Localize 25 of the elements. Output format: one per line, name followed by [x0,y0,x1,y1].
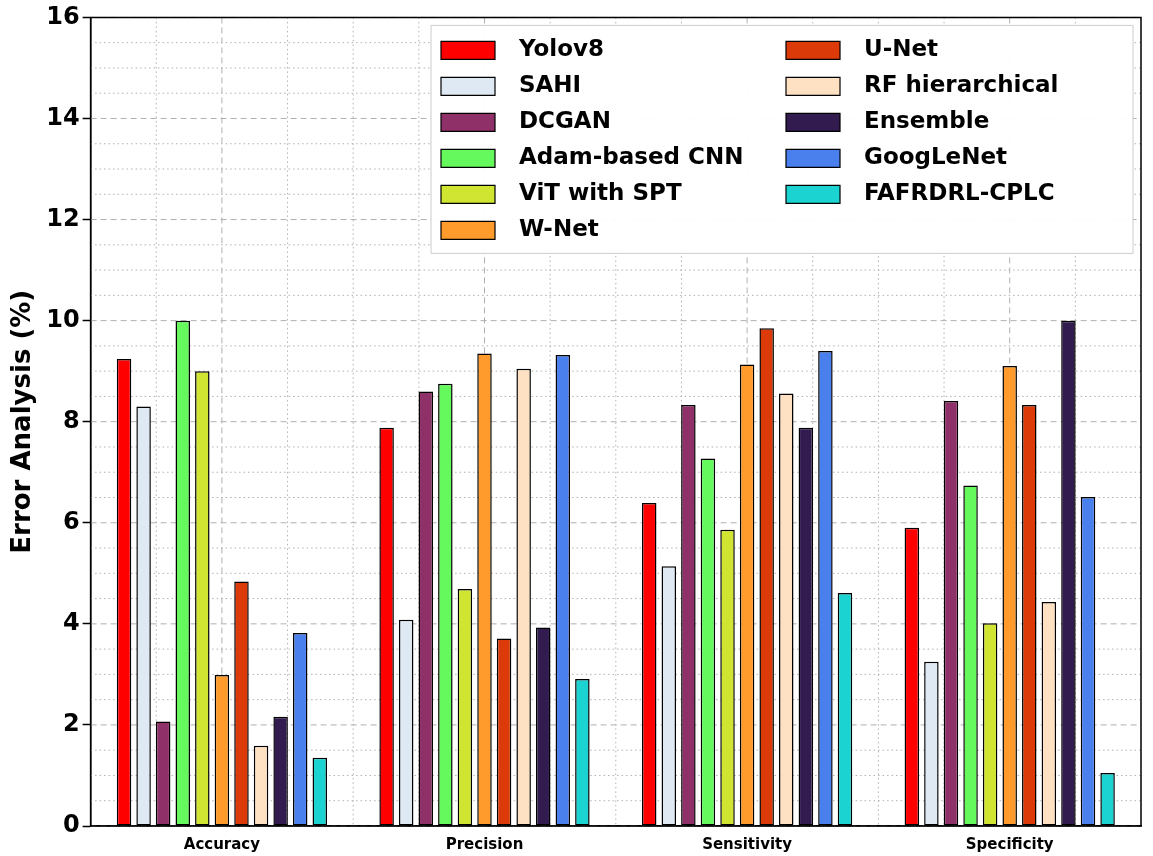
legend-label: Adam-based CNN [519,143,744,170]
y-tick-label: 2 [62,709,80,738]
legend-label: Ensemble [864,107,990,134]
x-tick-label: Sensitivity [702,834,793,853]
legend-label: FAFRDRL-CPLC [864,179,1055,206]
legend-label: GoogLeNet [864,143,1008,170]
y-tick-label: 8 [62,405,80,434]
legend-label: U-Net [864,35,939,62]
legend-label: DCGAN [519,107,611,134]
x-tick-label: Specificity [965,834,1054,853]
y-tick-label: 6 [62,507,80,536]
y-tick-label: 14 [46,102,80,131]
legend-label: W-Net [519,215,599,242]
y-tick-label: 10 [46,304,80,333]
legend-label: ViT with SPT [519,179,682,206]
y-tick-label: 4 [62,608,80,637]
y-tick-label: 16 [46,1,80,30]
y-axis-title: Error Analysis (%) [6,289,37,554]
y-tick-label: 12 [46,203,80,232]
legend-label: SAHI [519,71,582,98]
x-tick-label: Precision [445,834,524,853]
legend-label: Yolov8 [518,35,605,62]
x-tick-label: Accuracy [183,834,261,853]
legend-label: RF hierarchical [864,71,1059,98]
y-tick-label: 0 [62,810,80,839]
